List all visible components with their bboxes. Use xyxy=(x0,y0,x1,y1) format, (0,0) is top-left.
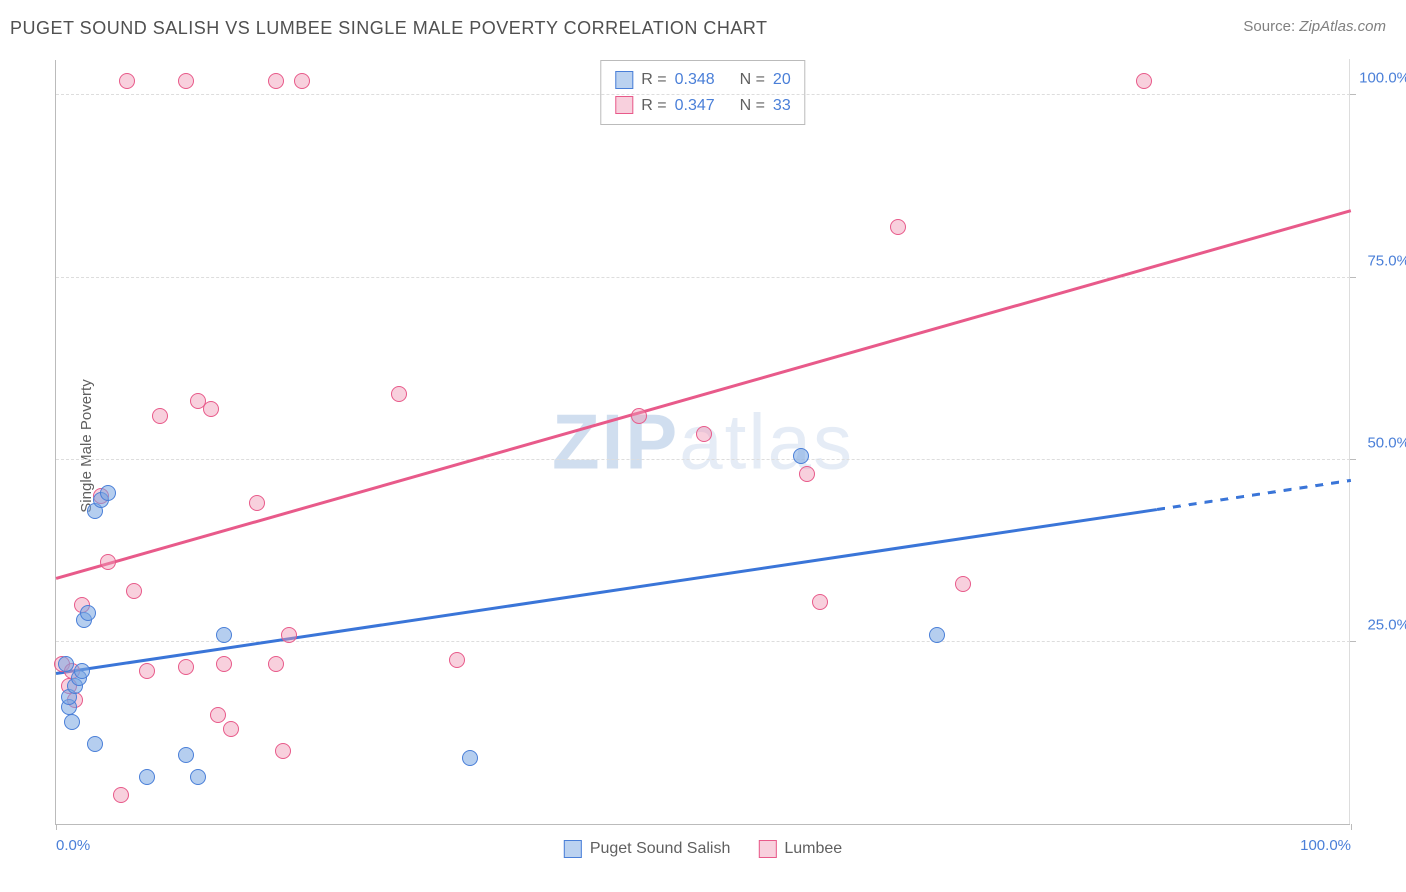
trend-line xyxy=(1157,479,1352,511)
data-point xyxy=(100,554,116,570)
n-value-pink: 33 xyxy=(773,93,791,119)
y-tick-mark xyxy=(1350,277,1356,278)
r-value-pink: 0.347 xyxy=(675,93,715,119)
data-point xyxy=(294,73,310,89)
r-value-blue: 0.348 xyxy=(675,67,715,93)
data-point xyxy=(178,659,194,675)
data-point xyxy=(955,576,971,592)
data-point xyxy=(793,448,809,464)
swatch-pink xyxy=(615,96,633,114)
y-tick-mark xyxy=(1350,459,1356,460)
data-point xyxy=(139,769,155,785)
trend-line xyxy=(56,210,1352,580)
data-point xyxy=(268,656,284,672)
data-point xyxy=(223,721,239,737)
y-tick-mark xyxy=(1350,94,1356,95)
data-point xyxy=(281,627,297,643)
data-point xyxy=(100,485,116,501)
data-point xyxy=(113,787,129,803)
n-value-blue: 20 xyxy=(773,67,791,93)
data-point xyxy=(87,736,103,752)
data-point xyxy=(139,663,155,679)
chart-title: PUGET SOUND SALISH VS LUMBEE SINGLE MALE… xyxy=(10,18,768,39)
swatch-blue xyxy=(615,71,633,89)
gridline-h xyxy=(56,94,1350,95)
series-legend: Puget Sound Salish Lumbee xyxy=(564,840,842,858)
swatch-blue xyxy=(564,840,582,858)
series-label-pink: Lumbee xyxy=(784,840,842,858)
y-tick-label: 25.0% xyxy=(1367,616,1406,633)
data-point xyxy=(80,605,96,621)
data-point xyxy=(203,401,219,417)
gridline-h xyxy=(56,459,1350,460)
y-tick-mark xyxy=(1350,641,1356,642)
x-tick-label: 100.0% xyxy=(1300,837,1351,854)
y-tick-label: 50.0% xyxy=(1367,434,1406,451)
data-point xyxy=(1136,73,1152,89)
x-tick-mark xyxy=(1351,824,1352,830)
series-label-blue: Puget Sound Salish xyxy=(590,840,731,858)
y-tick-label: 100.0% xyxy=(1359,70,1406,87)
x-tick-mark xyxy=(56,824,57,830)
gridline-h xyxy=(56,641,1350,642)
correlation-legend: R = 0.348 N = 20 R = 0.347 N = 33 xyxy=(600,60,805,125)
legend-row-blue: R = 0.348 N = 20 xyxy=(615,67,790,93)
data-point xyxy=(178,747,194,763)
source-label: Source: xyxy=(1243,18,1295,35)
source-attribution: Source: ZipAtlas.com xyxy=(1243,18,1386,35)
n-label: N = xyxy=(740,67,765,93)
data-point xyxy=(268,73,284,89)
legend-item-pink: Lumbee xyxy=(758,840,842,858)
data-point xyxy=(210,707,226,723)
x-tick-label: 0.0% xyxy=(56,837,90,854)
data-point xyxy=(58,656,74,672)
data-point xyxy=(152,408,168,424)
data-point xyxy=(126,583,142,599)
y-axis-right-mark xyxy=(1349,59,1350,824)
data-point xyxy=(190,769,206,785)
data-point xyxy=(216,656,232,672)
data-point xyxy=(74,663,90,679)
data-point xyxy=(929,627,945,643)
data-point xyxy=(631,408,647,424)
legend-row-pink: R = 0.347 N = 33 xyxy=(615,93,790,119)
data-point xyxy=(696,426,712,442)
y-tick-label: 75.0% xyxy=(1367,252,1406,269)
watermark-bold: ZIP xyxy=(552,398,679,486)
data-point xyxy=(890,219,906,235)
chart-plot-area: ZIPatlas R = 0.348 N = 20 R = 0.347 N = … xyxy=(55,60,1350,825)
r-label: R = xyxy=(641,67,666,93)
legend-item-blue: Puget Sound Salish xyxy=(564,840,731,858)
data-point xyxy=(119,73,135,89)
source-value: ZipAtlas.com xyxy=(1299,18,1386,35)
swatch-pink xyxy=(758,840,776,858)
data-point xyxy=(275,743,291,759)
gridline-h xyxy=(56,277,1350,278)
data-point xyxy=(391,386,407,402)
r-label: R = xyxy=(641,93,666,119)
data-point xyxy=(449,652,465,668)
data-point xyxy=(799,466,815,482)
data-point xyxy=(249,495,265,511)
trend-line xyxy=(56,508,1157,674)
data-point xyxy=(812,594,828,610)
data-point xyxy=(216,627,232,643)
data-point xyxy=(178,73,194,89)
n-label: N = xyxy=(740,93,765,119)
data-point xyxy=(64,714,80,730)
data-point xyxy=(462,750,478,766)
